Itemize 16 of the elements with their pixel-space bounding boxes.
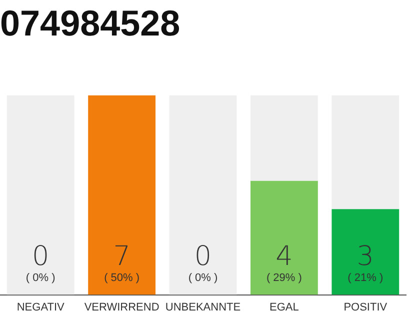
- annotation: 4: [276, 240, 293, 272]
- x-tick-label: VERWIRREND: [84, 301, 160, 314]
- annotation: 0: [194, 240, 212, 272]
- x-tick-label: UNBEKANNTE: [165, 301, 241, 314]
- annotation: ( 0% ): [188, 272, 218, 284]
- x-tick-label: EGAL: [270, 301, 299, 314]
- x-tick-label: POSITIV: [344, 301, 388, 314]
- annotation: 3: [356, 240, 374, 272]
- annotation: 7: [113, 240, 130, 272]
- annotation: ( 29% ): [266, 272, 302, 284]
- annotation: ( 50% ): [104, 272, 140, 284]
- annotation: ( 21% ): [348, 272, 384, 284]
- annotation: ( 0% ): [26, 272, 56, 284]
- annotation: 0: [32, 240, 50, 272]
- chart-title: 074984528: [0, 2, 180, 44]
- x-tick-label: NEGATIV: [16, 301, 65, 314]
